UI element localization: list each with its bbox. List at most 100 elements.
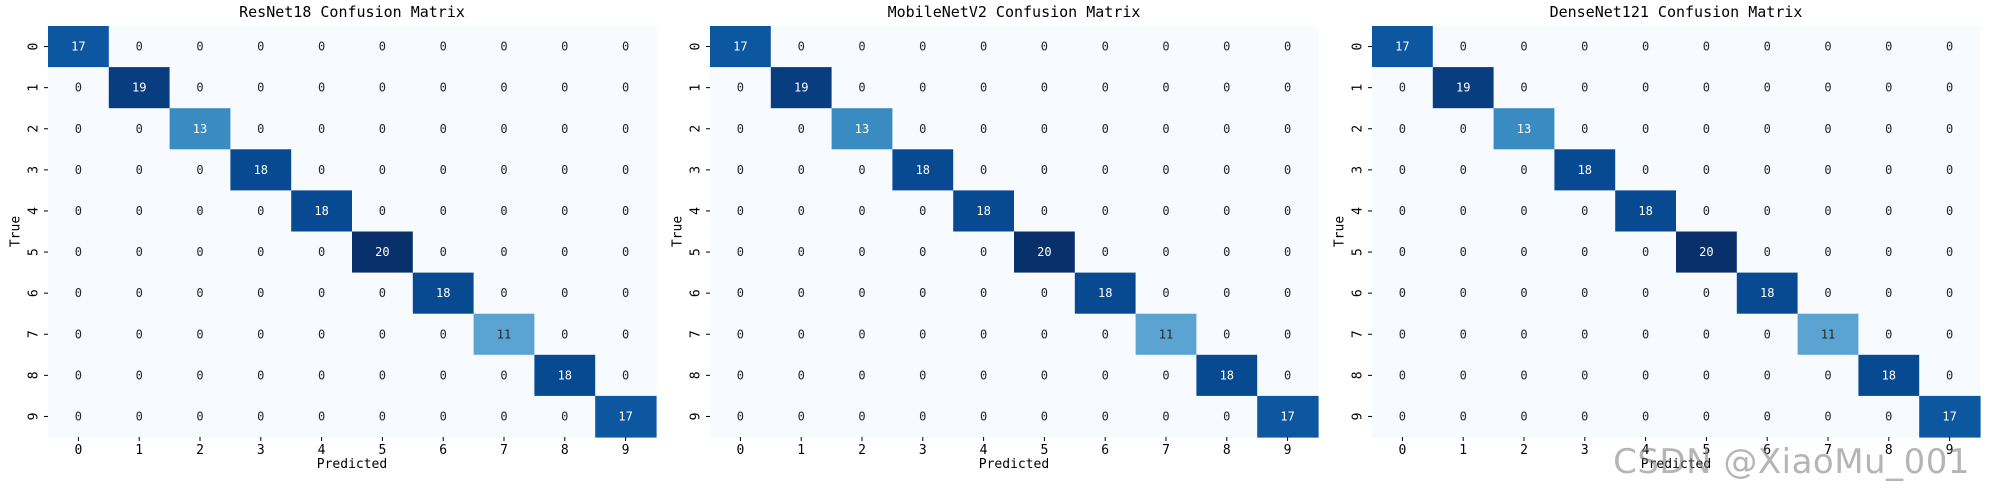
cell-value: 0	[1223, 204, 1230, 218]
x-axis-label: Predicted	[979, 457, 1049, 472]
x-tick-label: 7	[500, 443, 508, 458]
heatmap-cell	[1196, 231, 1258, 274]
cell-value: 0	[440, 40, 447, 54]
cell-value: 0	[1223, 81, 1230, 95]
cell-value: 0	[318, 286, 325, 300]
cell-value: 0	[1520, 286, 1527, 300]
heatmap-cell	[770, 313, 833, 356]
cell-value: 0	[1102, 409, 1109, 423]
heatmap-cell	[1676, 190, 1738, 233]
heatmap-cell	[412, 149, 475, 191]
x-tick-label: 9	[1284, 443, 1292, 458]
cell-value: 0	[1162, 368, 1169, 382]
heatmap-cell	[1858, 67, 1920, 109]
heatmap-cell	[1615, 190, 1677, 233]
heatmap-cell	[352, 231, 414, 274]
cell-value: 0	[1824, 368, 1831, 382]
heatmap-cell	[1676, 313, 1738, 356]
cell-value: 0	[1284, 122, 1291, 136]
heatmap-cell	[1196, 149, 1258, 191]
heatmap-cell	[230, 149, 292, 191]
heatmap-cell	[892, 313, 954, 356]
cell-value: 0	[500, 40, 507, 54]
heatmap-cell	[352, 272, 414, 315]
cell-value: 0	[1399, 81, 1406, 95]
cell-value: 0	[136, 40, 143, 54]
cell-value: 0	[1581, 122, 1588, 136]
cell-value: 0	[1764, 368, 1771, 382]
heatmap-cell	[352, 108, 414, 150]
heatmap-cell	[1919, 26, 1981, 68]
cell-value: 0	[257, 368, 264, 382]
cell-value: 17	[1942, 409, 1956, 423]
heatmap-cell	[1074, 313, 1137, 356]
heatmap-cell	[710, 272, 772, 315]
heatmap-cell	[412, 272, 475, 315]
heatmap-cell	[1797, 26, 1859, 68]
heatmap-cell	[595, 272, 657, 315]
cell-value: 0	[622, 122, 629, 136]
cell-value: 0	[561, 81, 568, 95]
heatmap-cell	[291, 67, 353, 109]
heatmap-cell	[1858, 26, 1920, 68]
cell-value: 0	[1642, 327, 1649, 341]
heatmap-cell	[1919, 108, 1981, 150]
cell-value: 18	[436, 286, 450, 300]
heatmap-cell	[1372, 190, 1434, 233]
cell-value: 0	[1824, 409, 1831, 423]
heatmap-cell	[169, 354, 231, 397]
heatmap-cell	[1615, 313, 1677, 356]
y-tick-label: 8	[1351, 371, 1366, 379]
heatmap-cell	[1919, 272, 1981, 315]
cell-value: 0	[1946, 204, 1953, 218]
cell-value: 0	[1460, 204, 1467, 218]
cell-value: 0	[1885, 122, 1892, 136]
cell-value: 0	[1764, 40, 1771, 54]
cell-value: 0	[1102, 163, 1109, 177]
cell-value: 0	[1223, 163, 1230, 177]
heatmap-cell	[1432, 395, 1495, 438]
heatmap-cell	[1797, 313, 1859, 356]
cell-value: 0	[257, 122, 264, 136]
cell-value: 0	[318, 163, 325, 177]
heatmap-cell	[108, 354, 171, 397]
heatmap-cell	[1493, 395, 1555, 438]
heatmap-cell	[1797, 231, 1859, 274]
heatmap-cell	[892, 26, 954, 68]
cell-value: 0	[1399, 204, 1406, 218]
cell-value: 0	[1102, 245, 1109, 259]
cell-value: 0	[1642, 40, 1649, 54]
heatmap-cell	[412, 190, 475, 233]
heatmap-cell	[1257, 354, 1319, 397]
y-tick-label: 9	[1351, 413, 1366, 421]
heatmap-cell	[770, 231, 833, 274]
heatmap-cell	[1074, 108, 1137, 150]
cell-value: 0	[858, 368, 865, 382]
cell-value: 0	[1041, 122, 1048, 136]
cell-value: 0	[1885, 204, 1892, 218]
heatmap-cell	[1432, 26, 1495, 68]
heatmap-cell	[473, 108, 535, 150]
chart-title: MobileNetV2 Confusion Matrix	[888, 3, 1141, 21]
cell-value: 17	[618, 409, 632, 423]
heatmap-cell	[1372, 354, 1434, 397]
heatmap-cell	[412, 67, 475, 109]
heatmap-cell	[1676, 231, 1738, 274]
cell-value: 18	[916, 163, 930, 177]
cell-value: 0	[798, 327, 805, 341]
cell-value: 0	[1284, 286, 1291, 300]
heatmap-cell	[1615, 395, 1677, 438]
x-tick-label: 3	[257, 443, 265, 458]
heatmap-cell	[291, 354, 353, 397]
y-tick-label: 3	[27, 166, 42, 174]
cell-value: 0	[1223, 286, 1230, 300]
cell-value: 0	[1284, 327, 1291, 341]
heatmap-cell	[108, 272, 171, 315]
heatmap-cell	[473, 354, 535, 397]
heatmap-cell	[1135, 354, 1197, 397]
heatmap-cell	[291, 395, 353, 438]
cell-value: 0	[379, 327, 386, 341]
cell-value: 0	[1946, 163, 1953, 177]
cell-value: 0	[919, 40, 926, 54]
cell-value: 0	[798, 286, 805, 300]
